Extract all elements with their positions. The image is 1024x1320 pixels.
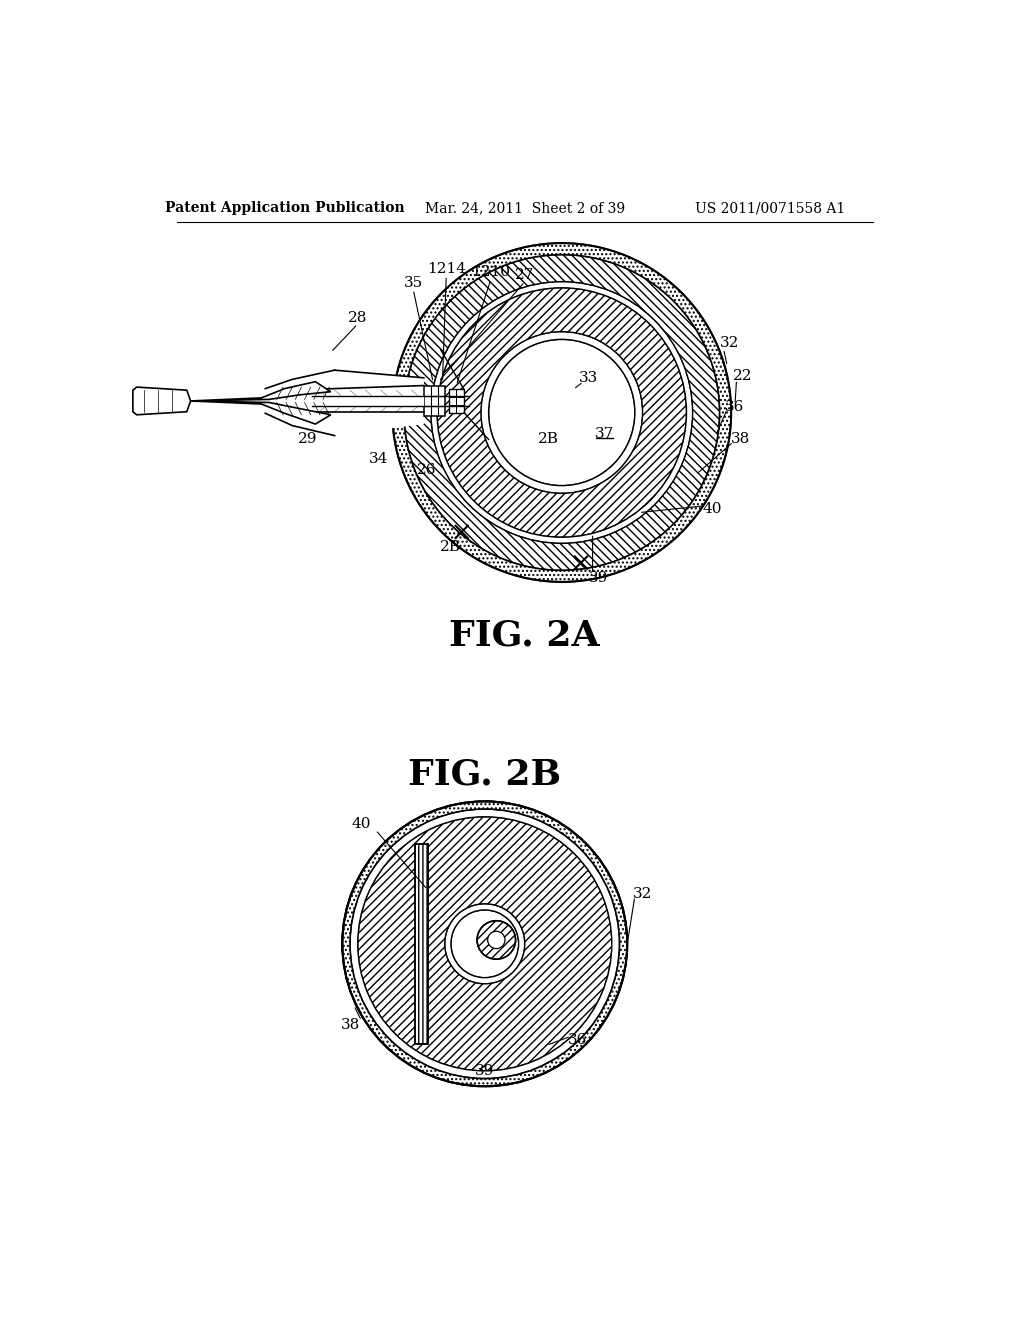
Text: 35: 35 <box>403 276 423 290</box>
Text: 40: 40 <box>352 817 372 832</box>
Text: 2B: 2B <box>538 433 558 446</box>
Text: Mar. 24, 2011  Sheet 2 of 39: Mar. 24, 2011 Sheet 2 of 39 <box>425 202 625 215</box>
Text: 22: 22 <box>733 370 753 383</box>
Polygon shape <box>289 385 424 412</box>
Polygon shape <box>190 381 331 401</box>
Text: 36: 36 <box>567 1034 587 1047</box>
Text: 1214: 1214 <box>427 261 466 276</box>
Bar <box>424 387 445 416</box>
Wedge shape <box>403 255 720 570</box>
Text: 38: 38 <box>731 433 750 446</box>
Text: 32: 32 <box>720 337 739 350</box>
Text: 34: 34 <box>369 451 388 466</box>
Wedge shape <box>357 817 611 1071</box>
Circle shape <box>477 921 515 960</box>
Text: 29: 29 <box>298 433 317 446</box>
Bar <box>449 389 464 413</box>
Wedge shape <box>342 801 628 1086</box>
Text: 39: 39 <box>589 572 608 585</box>
Wedge shape <box>437 288 686 537</box>
Polygon shape <box>190 401 331 424</box>
Text: 37: 37 <box>595 428 613 441</box>
Polygon shape <box>335 370 424 436</box>
Text: 27: 27 <box>515 268 535 282</box>
Wedge shape <box>392 243 731 582</box>
Circle shape <box>487 932 505 949</box>
Text: 28: 28 <box>348 310 368 325</box>
Text: 26: 26 <box>417 463 437 478</box>
Text: 32: 32 <box>633 887 652 900</box>
Circle shape <box>451 909 518 978</box>
Text: 38: 38 <box>340 1018 359 1032</box>
Polygon shape <box>133 387 190 414</box>
Text: 36: 36 <box>725 400 743 414</box>
Text: FIG. 2B: FIG. 2B <box>409 758 561 792</box>
Circle shape <box>488 339 635 486</box>
Wedge shape <box>444 904 524 983</box>
Wedge shape <box>350 809 620 1078</box>
Text: Patent Application Publication: Patent Application Publication <box>165 202 404 215</box>
Text: 40: 40 <box>702 502 722 516</box>
Text: FIG. 2A: FIG. 2A <box>450 619 600 653</box>
Bar <box>416 843 428 1044</box>
Bar <box>311 396 424 407</box>
Text: 39: 39 <box>475 1064 495 1078</box>
Text: US 2011/0071558 A1: US 2011/0071558 A1 <box>694 202 845 215</box>
Text: 2B: 2B <box>439 540 461 554</box>
Wedge shape <box>431 281 692 544</box>
Wedge shape <box>481 331 643 494</box>
Bar <box>416 843 428 1044</box>
Text: 33: 33 <box>580 371 598 385</box>
Text: 1210: 1210 <box>471 265 510 280</box>
